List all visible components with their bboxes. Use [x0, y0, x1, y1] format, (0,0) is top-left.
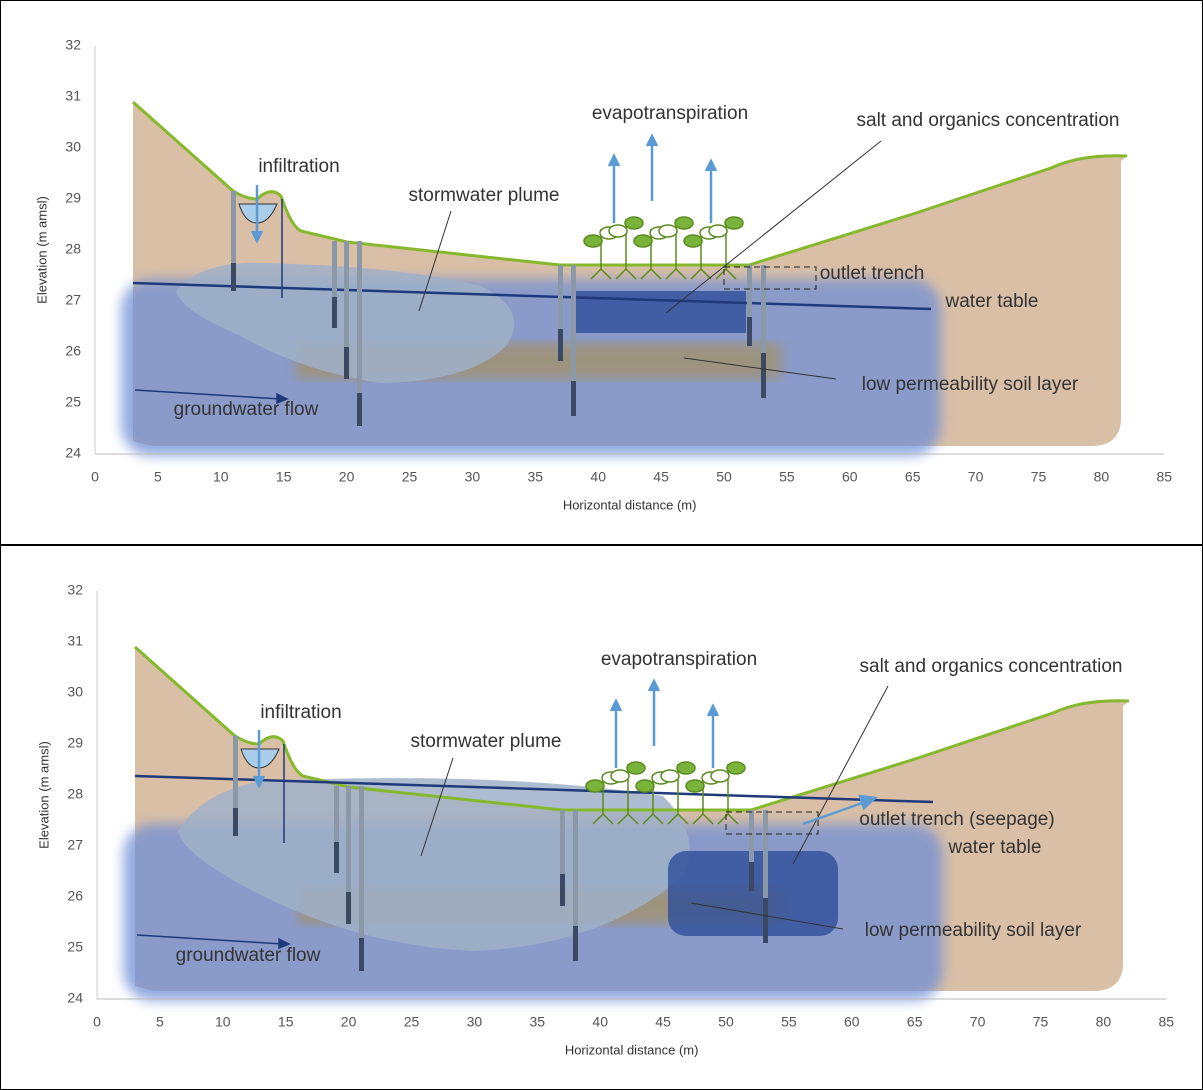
well-screen: [344, 347, 349, 379]
x-tick-label: 55: [779, 469, 795, 485]
x-tick-label: 40: [592, 1014, 608, 1030]
x-axis-label: Horizontal distance (m): [565, 1042, 699, 1057]
y-tick-label: 26: [67, 888, 83, 904]
well-screen: [357, 393, 362, 426]
well-screen: [747, 317, 752, 346]
annotation: groundwater flow: [174, 399, 319, 420]
y-tick-label: 26: [65, 343, 81, 359]
page: 2425262728293031320510152025303540455055…: [0, 0, 1203, 1090]
x-tick-label: 70: [968, 469, 984, 485]
y-tick-label: 31: [67, 633, 83, 649]
annotation: low permeability soil layer: [862, 374, 1079, 395]
annotation: salt and organics concentration: [860, 656, 1123, 677]
annotation: groundwater flow: [176, 945, 321, 966]
annotation: evapotranspiration: [592, 103, 748, 124]
annotation: evapotranspiration: [601, 649, 757, 670]
well-screen: [763, 898, 768, 943]
x-tick-label: 50: [718, 1014, 734, 1030]
x-tick-label: 80: [1094, 469, 1110, 485]
x-tick-label: 30: [465, 469, 481, 485]
annotation: outlet trench: [820, 263, 925, 284]
y-tick-label: 24: [67, 990, 83, 1006]
x-tick-label: 35: [528, 469, 544, 485]
y-tick-label: 27: [65, 292, 81, 308]
well-screen: [749, 862, 754, 891]
well-screen: [233, 808, 238, 836]
y-axis-label: Elevation (m amsl): [36, 741, 51, 849]
x-tick-label: 0: [91, 469, 99, 485]
x-tick-label: 15: [276, 469, 292, 485]
annotation: infiltration: [260, 702, 341, 723]
y-tick-label: 28: [65, 241, 81, 257]
x-tick-label: 60: [844, 1014, 860, 1030]
y-axis-label: Elevation (m amsl): [34, 196, 49, 304]
y-tick-label: 27: [67, 837, 83, 853]
y-tick-label: 25: [65, 394, 81, 410]
x-tick-label: 75: [1031, 469, 1047, 485]
y-tick-label: 29: [65, 190, 81, 206]
well-screen: [359, 938, 364, 971]
x-tick-label: 65: [905, 469, 921, 485]
x-tick-label: 0: [93, 1014, 101, 1030]
y-tick-label: 31: [65, 88, 81, 104]
x-tick-label: 50: [716, 469, 732, 485]
x-tick-label: 10: [213, 469, 229, 485]
well-screen: [334, 842, 339, 873]
x-tick-label: 45: [653, 469, 669, 485]
well-screen: [231, 263, 236, 291]
x-tick-label: 10: [215, 1014, 231, 1030]
well-screen: [332, 297, 337, 328]
y-tick-label: 32: [67, 582, 83, 598]
x-tick-label: 20: [339, 469, 355, 485]
x-tick-label: 55: [781, 1014, 797, 1030]
y-tick-label: 30: [65, 139, 81, 155]
x-tick-label: 15: [278, 1014, 294, 1030]
x-axis-label: Horizontal distance (m): [563, 497, 697, 512]
y-tick-label: 28: [67, 786, 83, 802]
well-screen: [560, 874, 565, 906]
y-tick-label: 29: [67, 735, 83, 751]
annotation: water table: [945, 291, 1039, 312]
x-tick-label: 75: [1033, 1014, 1049, 1030]
panel-bottom: 24 25 26 27 28 29 30 31 32 0 5 10 15 20 25 30 35 40 45 50 55…: [0, 545, 1203, 1090]
x-tick-label: 30: [467, 1014, 483, 1030]
panel-top: 24 25 26 27 28 29 30 31 32 0 5 10 15 20 25 30 35 40 45 50 55…: [0, 0, 1203, 545]
x-tick-label: 40: [590, 469, 606, 485]
y-tick-label: 24: [65, 445, 81, 461]
x-tick-label: 65: [907, 1014, 923, 1030]
x-tick-label: 60: [842, 469, 858, 485]
annotation: stormwater plume: [409, 185, 560, 206]
x-tick-label: 20: [341, 1014, 357, 1030]
annotation: water table: [948, 837, 1042, 858]
well-screen: [761, 353, 766, 398]
annotation: outlet trench (seepage): [859, 809, 1054, 830]
well-screen: [571, 381, 576, 416]
well-screen: [573, 926, 578, 961]
diagram: 24 25 26 27 28 29 30 31 32 0 5 10 15 20 25 30 35 40 45 50 55…: [36, 582, 1174, 1058]
y-tick-label: 32: [65, 37, 81, 53]
well-screen: [558, 329, 563, 361]
x-tick-label: 70: [970, 1014, 986, 1030]
x-tick-label: 25: [404, 1014, 420, 1030]
x-tick-label: 45: [655, 1014, 671, 1030]
x-tick-label: 5: [154, 469, 162, 485]
annotation: infiltration: [258, 156, 339, 177]
well-screen: [346, 892, 351, 924]
x-tick-label: 25: [402, 469, 418, 485]
diagram: 24 25 26 27 28 29 30 31 32 0 5 10 15 20 25 30 35 40 45 50 55…: [34, 37, 1172, 513]
annotation: low permeability soil layer: [865, 920, 1082, 941]
x-tick-label: 85: [1159, 1014, 1175, 1030]
x-tick-label: 80: [1096, 1014, 1112, 1030]
annotation: salt and organics concentration: [857, 110, 1120, 131]
annotation: stormwater plume: [411, 731, 562, 752]
x-tick-label: 85: [1157, 469, 1173, 485]
y-tick-label: 30: [67, 684, 83, 700]
x-tick-label: 35: [530, 1014, 546, 1030]
y-tick-label: 25: [67, 939, 83, 955]
x-tick-label: 5: [156, 1014, 164, 1030]
